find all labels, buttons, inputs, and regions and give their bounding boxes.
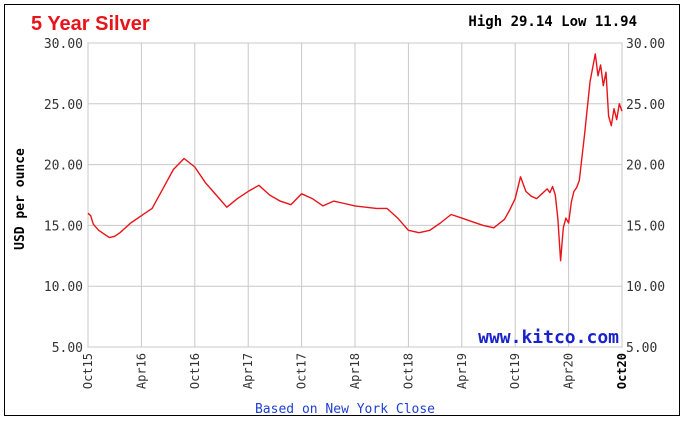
- y-tick-label-right: 15.00: [626, 219, 665, 234]
- y-tick-label-left: 20.00: [44, 159, 83, 174]
- x-tick-label: Oct17: [295, 353, 309, 389]
- y-ticks-right: 5.00 10.00 15.00 20.00 25.00 30.00: [626, 37, 665, 356]
- y-tick-label-right: 25.00: [626, 98, 665, 113]
- watermark-text: www.kitco.com: [478, 327, 619, 348]
- y-tick-label-left: 30.00: [44, 37, 83, 52]
- silver-price-line: [87, 53, 623, 262]
- x-tick-label: Apr16: [134, 353, 148, 389]
- x-tick-label: Apr19: [455, 353, 469, 389]
- x-tick-label: Apr18: [348, 353, 362, 389]
- x-tick-label: Apr20: [562, 353, 576, 389]
- x-tick-label: Oct20: [615, 353, 629, 389]
- y-tick-label-left: 15.00: [44, 219, 83, 234]
- silver-price-chart: 5 Year Silver High 29.14 Low 11.94 USD p…: [13, 13, 665, 417]
- y-ticks-left: 5.00 10.00 15.00 20.00 25.00 30.00: [44, 37, 83, 356]
- x-tick-label: Oct19: [508, 353, 522, 389]
- x-tick-label: Oct15: [81, 353, 95, 389]
- y-tick-label-left: 10.00: [44, 280, 83, 295]
- y-tick-label-right: 10.00: [626, 280, 665, 295]
- y-tick-label-left: 5.00: [52, 341, 83, 356]
- high-low-text: High 29.14 Low 11.94: [468, 14, 637, 30]
- x-ticks: Oct15 Apr16 Oct16 Apr17 Oct17 Apr18 Oct18 Apr19…: [81, 353, 629, 389]
- chart-title: 5 Year Silver: [31, 13, 150, 35]
- x-tick-label: Oct18: [401, 353, 415, 389]
- y-tick-label-left: 25.00: [44, 98, 83, 113]
- y-tick-label-right: 5.00: [626, 341, 657, 356]
- x-tick-label: Apr17: [241, 353, 255, 389]
- plot-area: 5.00 10.00 15.00 20.00 25.00 30.00 5.00 10.00 1…: [44, 37, 665, 389]
- y-tick-label-right: 20.00: [626, 159, 665, 174]
- footer-note: Based on New York Close: [255, 402, 435, 417]
- chart-frame: 5 Year Silver High 29.14 Low 11.94 USD p…: [4, 4, 680, 417]
- y-axis-label: USD per ounce: [13, 148, 28, 250]
- grid-lines: [87, 42, 623, 348]
- y-tick-label-right: 30.00: [626, 37, 665, 52]
- x-tick-label: Oct16: [188, 353, 202, 389]
